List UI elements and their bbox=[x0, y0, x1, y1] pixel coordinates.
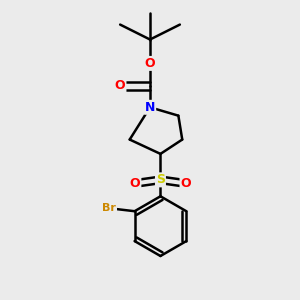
Text: O: O bbox=[115, 79, 125, 92]
Text: O: O bbox=[145, 57, 155, 70]
Text: Br: Br bbox=[102, 203, 116, 213]
Text: S: S bbox=[156, 173, 165, 186]
Text: N: N bbox=[145, 101, 155, 114]
Text: O: O bbox=[181, 177, 191, 190]
Text: O: O bbox=[130, 177, 140, 190]
